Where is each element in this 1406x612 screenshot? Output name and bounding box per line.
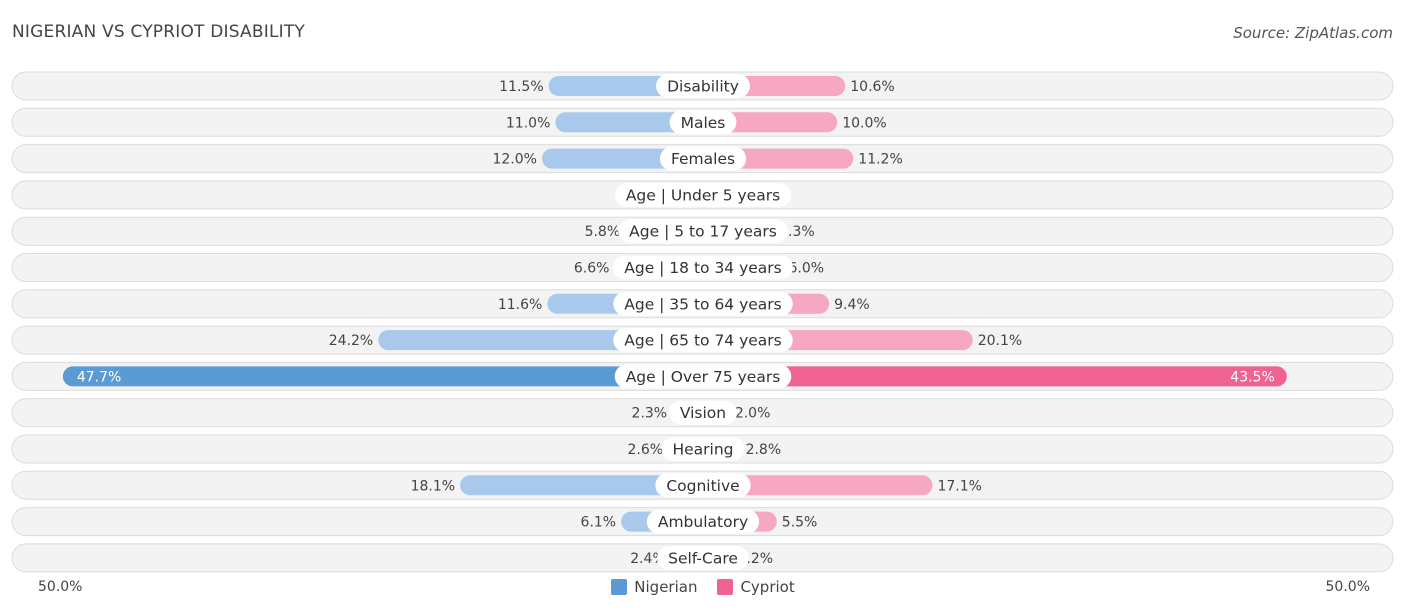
category-label: Males [681,114,726,132]
chart-title: NIGERIAN VS CYPRIOT DISABILITY [12,22,306,42]
category-label: Age | 65 to 74 years [624,332,782,350]
category-label: Ambulatory [658,513,748,531]
category-label-pill [614,182,792,207]
value-label-nigerian: 5.8% [585,224,621,240]
bar-nigerian [62,366,703,387]
value-label-nigerian: 24.2% [329,333,373,349]
value-label-nigerian: 47.7% [77,369,121,385]
source-credit: Source: ZipAtlas.com [1233,24,1393,42]
value-label-cypriot: 6.0% [789,261,825,277]
value-label-cypriot: 10.6% [850,79,894,95]
legend-swatch-nigerian [611,579,628,595]
value-label-nigerian: 6.6% [574,261,610,277]
category-label: Vision [680,404,726,422]
category-label-pill [661,437,745,461]
bar-cypriot [703,475,933,496]
value-label-nigerian: 12.0% [492,152,536,168]
category-label-pill [618,219,788,244]
value-label-cypriot: 2.8% [746,442,782,458]
legend-label-cypriot: Cypriot [740,578,795,596]
bar-nigerian [555,112,703,133]
category-label-pill [668,400,738,425]
category-label: Females [671,150,735,168]
value-label-cypriot: 2.0% [735,406,771,422]
category-label-pill [656,74,750,98]
value-label-cypriot: 5.3% [779,224,815,240]
value-label-nigerian: 11.5% [499,79,543,95]
value-label-cypriot: 17.1% [937,478,981,494]
category-label: Age | 18 to 34 years [624,259,782,277]
value-label-cypriot: 9.4% [834,297,870,313]
value-label-cypriot: 5.5% [782,515,818,531]
value-label-nigerian: 18.1% [411,478,455,494]
category-label: Hearing [672,441,733,459]
category-label-pill [669,110,737,135]
value-label-nigerian: 2.4% [630,551,666,567]
category-label-pill [646,509,760,534]
value-label-nigerian: 6.1% [581,515,617,531]
chart-svg: 11.5% 10.6% Disability 11.0% 10.0% Males 12.0%… [11,71,1394,573]
axis-max-label: 50.0% [1325,579,1370,595]
category-label: Age | 5 to 17 years [629,223,777,241]
legend: Nigerian Cypriot [0,578,1406,596]
category-label: Self-Care [668,549,738,567]
category-label: Disability [667,78,739,96]
value-label-nigerian: 11.0% [506,115,550,131]
bar-cypriot [703,366,1287,387]
value-label-nigerian: 11.6% [498,297,542,313]
value-label-nigerian: 2.3% [632,406,668,422]
category-label: Age | Over 75 years [626,368,781,386]
value-label-cypriot: 20.1% [978,333,1022,349]
category-label: Cognitive [666,477,739,495]
value-label-cypriot: 11.2% [858,152,902,168]
category-label-pill [613,291,793,316]
category-label-pill [657,545,749,570]
category-label-pill [659,146,747,171]
value-label-cypriot: 43.5% [1230,369,1274,385]
bar-cypriot [703,112,838,133]
value-label-cypriot: 10.0% [842,115,886,131]
value-label-nigerian: 2.6% [628,442,664,458]
category-label-pill [655,473,751,498]
bar-nigerian [460,475,703,496]
legend-item-cypriot[interactable]: Cypriot [717,578,795,596]
category-label: Age | Under 5 years [626,186,780,204]
category-label-pill [613,328,793,353]
category-label: Age | 35 to 64 years [624,295,782,313]
category-label-pill [613,255,793,280]
axis-min-label: 50.0% [38,579,83,595]
legend-swatch-cypriot [717,579,734,595]
legend-item-nigerian[interactable]: Nigerian [611,578,697,596]
legend-label-nigerian: Nigerian [634,578,698,596]
category-label-pill [614,364,792,389]
